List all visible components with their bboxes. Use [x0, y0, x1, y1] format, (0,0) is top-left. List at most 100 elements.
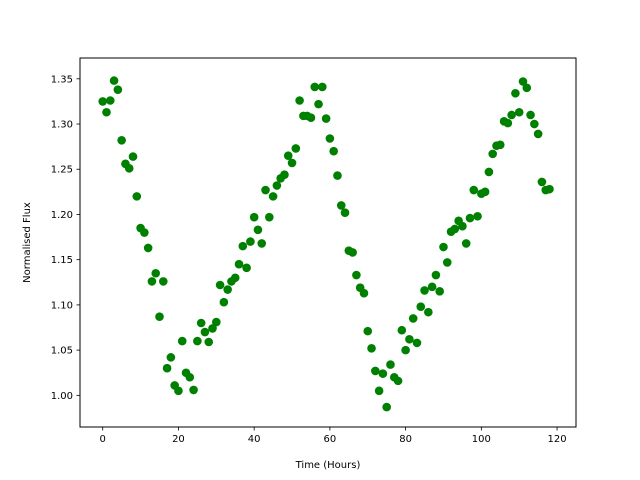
data-point: [382, 402, 391, 412]
data-point: [374, 386, 384, 396]
data-point: [132, 192, 142, 201]
data-point: [518, 77, 528, 86]
data-point: [253, 225, 263, 235]
data-point: [159, 277, 168, 286]
data-point: [367, 344, 376, 353]
data-point: [359, 288, 369, 298]
data-point: [98, 97, 108, 106]
data-point: [318, 82, 327, 92]
data-point: [393, 376, 403, 386]
data-point: [348, 248, 357, 257]
data-point: [265, 212, 274, 222]
data-point: [405, 334, 414, 344]
data-point: [295, 96, 304, 105]
data-point: [147, 277, 157, 286]
data-point: [469, 185, 479, 195]
data-point: [200, 327, 210, 337]
data-point: [306, 113, 316, 122]
x-tick-label: 60: [324, 434, 337, 445]
data-point: [314, 99, 323, 109]
y-axis-ticks: 1.00 1.05 1.10 1.15 1.20 1.25 1.30 1.35: [51, 74, 80, 402]
y-tick-label: 1.25: [51, 165, 73, 176]
data-point: [223, 285, 232, 294]
y-tick-label: 1.15: [51, 255, 73, 266]
y-tick-label: 1.05: [51, 346, 73, 357]
data-point: [439, 242, 448, 252]
data-point: [336, 201, 346, 210]
data-point: [283, 151, 293, 160]
data-point: [321, 114, 331, 123]
data-point: [196, 318, 206, 328]
y-tick-label: 1.00: [51, 391, 73, 402]
data-point: [193, 336, 202, 346]
data-point: [208, 324, 217, 333]
data-point: [325, 134, 335, 143]
y-tick-label: 1.35: [51, 74, 73, 85]
data-point: [261, 185, 270, 195]
data-points: [98, 76, 554, 412]
data-point: [352, 270, 361, 280]
x-tick-label: 120: [548, 434, 567, 445]
data-point: [333, 171, 342, 180]
x-tick-label: 0: [100, 434, 106, 445]
data-point: [215, 280, 225, 290]
data-point: [458, 221, 467, 231]
data-point: [503, 118, 513, 128]
data-point: [204, 337, 214, 347]
data-point: [427, 282, 437, 292]
data-point: [287, 158, 297, 168]
data-point: [507, 110, 516, 120]
data-point: [230, 273, 240, 283]
data-point: [461, 239, 471, 248]
data-point: [219, 297, 229, 307]
data-point: [386, 360, 395, 369]
data-point: [272, 181, 282, 190]
data-point: [435, 287, 444, 296]
data-point: [280, 170, 289, 179]
x-axis-ticks: 0 20 40 60 80 100 120: [100, 427, 567, 445]
data-point: [442, 258, 452, 267]
data-point: [174, 386, 183, 396]
data-point: [488, 149, 498, 159]
data-point: [140, 228, 149, 237]
data-point: [268, 192, 278, 201]
data-point: [480, 187, 490, 197]
data-point: [495, 140, 505, 150]
x-tick-label: 20: [172, 434, 185, 445]
data-point: [113, 85, 123, 94]
data-point: [310, 82, 320, 92]
data-point: [185, 372, 195, 382]
data-point: [212, 317, 221, 327]
y-tick-label: 1.10: [51, 300, 73, 311]
data-point: [514, 107, 524, 117]
data-point: [128, 152, 138, 161]
data-point: [465, 213, 475, 223]
x-tick-label: 80: [399, 434, 412, 445]
data-point: [378, 369, 388, 378]
data-point: [363, 326, 373, 336]
data-point: [533, 129, 543, 139]
data-point: [177, 336, 187, 346]
data-point: [162, 363, 172, 373]
data-point: [257, 239, 267, 248]
x-tick-label: 100: [472, 434, 491, 445]
data-point: [151, 268, 161, 278]
data-point: [408, 314, 418, 323]
y-tick-label: 1.20: [51, 210, 73, 221]
data-point: [124, 164, 134, 173]
data-point: [246, 237, 255, 246]
data-point: [450, 224, 460, 234]
data-point: [424, 307, 433, 317]
data-point: [412, 338, 422, 348]
data-point: [473, 211, 482, 221]
data-point: [249, 212, 259, 222]
data-point: [105, 96, 115, 105]
data-point: [526, 110, 535, 120]
data-point: [238, 241, 248, 251]
y-axis-label: Normalised Flux: [22, 202, 33, 283]
data-point: [416, 302, 426, 312]
data-point: [401, 345, 410, 355]
data-point: [431, 270, 441, 280]
